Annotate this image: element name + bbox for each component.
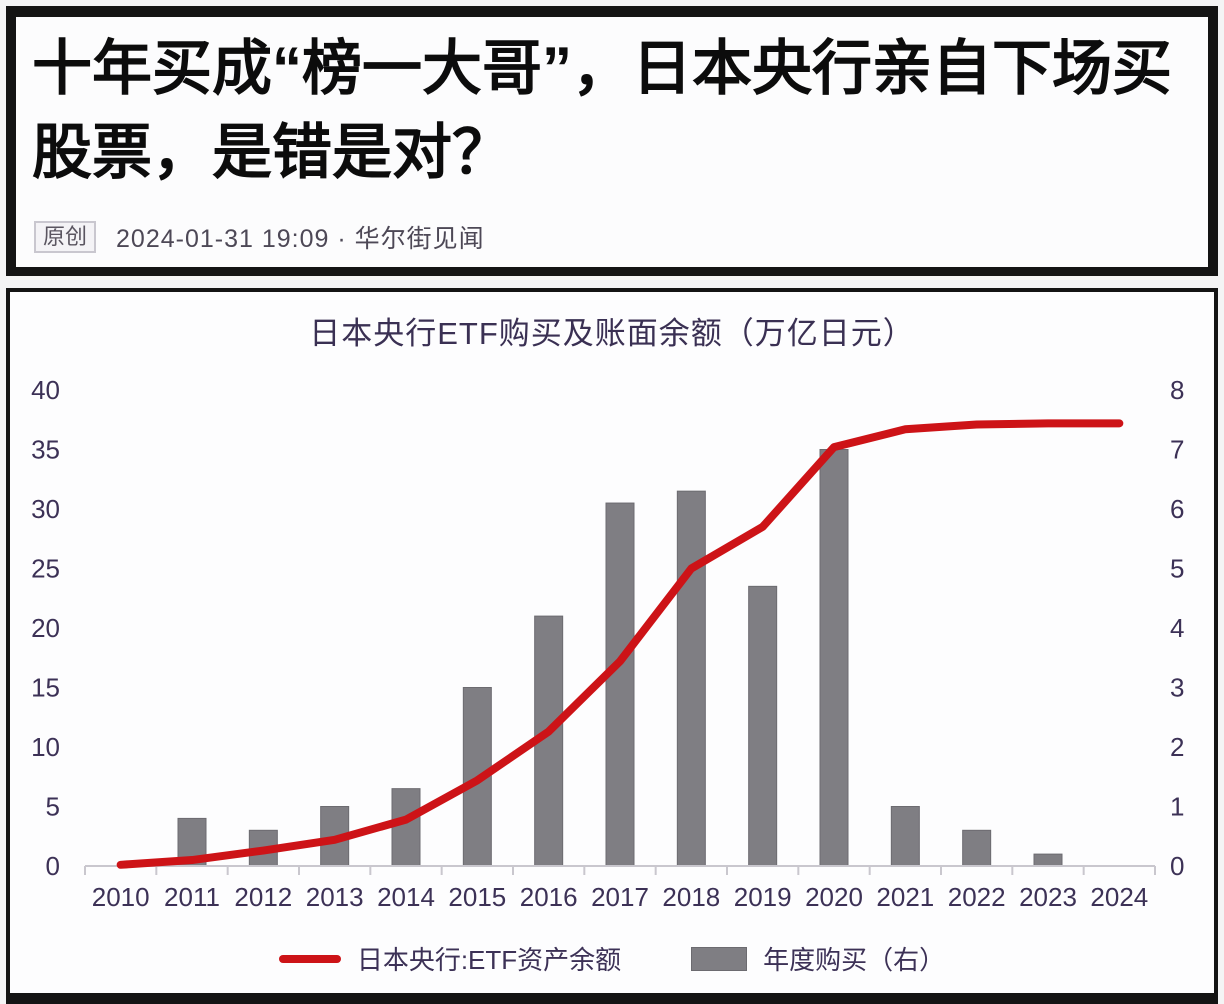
svg-text:2017: 2017 xyxy=(591,882,649,912)
svg-text:25: 25 xyxy=(31,554,60,584)
article-meta: 2024-01-31 19:09 · 华尔街见闻 xyxy=(116,225,485,253)
svg-text:2011: 2011 xyxy=(164,882,220,912)
svg-text:0: 0 xyxy=(1170,851,1184,881)
svg-text:2016: 2016 xyxy=(520,882,578,912)
svg-text:3: 3 xyxy=(1170,673,1184,703)
bar-2022 xyxy=(962,829,992,867)
svg-text:2022: 2022 xyxy=(948,882,1006,912)
svg-text:20: 20 xyxy=(31,613,60,643)
svg-text:2010: 2010 xyxy=(92,882,150,912)
svg-text:2015: 2015 xyxy=(448,882,506,912)
svg-text:4: 4 xyxy=(1170,613,1184,643)
svg-text:2012: 2012 xyxy=(234,882,292,912)
svg-text:6: 6 xyxy=(1170,494,1184,524)
svg-text:2013: 2013 xyxy=(306,882,364,912)
svg-text:0: 0 xyxy=(46,851,60,881)
bar-2023 xyxy=(1033,853,1063,867)
legend-label-purchase: 年度购买（右） xyxy=(763,945,946,975)
chart-title: 日本央行ETF购买及账面余额（万亿日元） xyxy=(309,316,915,351)
article-meta-row: 原创 2024-01-31 19:09 · 华尔街见闻 xyxy=(34,219,485,255)
x-axis-labels: 2010 2011 2012 2013 2014 2015 2016 2017 2018 2019… xyxy=(92,882,1149,912)
svg-text:8: 8 xyxy=(1170,375,1184,405)
right-axis-labels: 0 1 2 3 4 5 6 7 8 xyxy=(1170,375,1184,881)
legend-item-annual-purchase: 年度购买（右） xyxy=(691,940,945,977)
svg-text:5: 5 xyxy=(1170,554,1184,584)
svg-text:2018: 2018 xyxy=(662,882,720,912)
svg-text:2024: 2024 xyxy=(1090,882,1148,912)
bar-series-swatch xyxy=(691,946,748,971)
svg-text:7: 7 xyxy=(1170,435,1184,465)
balance-line xyxy=(116,419,1124,869)
svg-text:35: 35 xyxy=(31,435,60,465)
bar-2018 xyxy=(676,490,706,867)
bar-2021 xyxy=(890,806,920,867)
chart-panel: 日本央行ETF购买及账面余额（万亿日元） 0 5 10 15 20 25 30 35 40 0 1 2… xyxy=(6,288,1218,1004)
bar-2017 xyxy=(605,502,635,867)
svg-text:2014: 2014 xyxy=(377,882,435,912)
svg-text:2020: 2020 xyxy=(805,882,863,912)
svg-text:15: 15 xyxy=(31,673,60,703)
svg-text:30: 30 xyxy=(31,494,60,524)
bar-2019 xyxy=(748,585,778,867)
line-series-swatch xyxy=(278,954,341,963)
svg-text:10: 10 xyxy=(31,732,60,762)
origin-badge: 原创 xyxy=(34,221,97,253)
chart-legend: 日本央行:ETF资产余额 年度购买（右） xyxy=(10,940,1214,977)
legend-label-balance: 日本央行:ETF资产余额 xyxy=(356,945,622,975)
svg-text:5: 5 xyxy=(46,792,60,822)
bar-2020 xyxy=(819,449,849,867)
article-title: 十年买成“榜一大哥”，日本央行亲自下场买股票，是错是对？ xyxy=(32,35,1172,186)
svg-text:2: 2 xyxy=(1170,732,1184,762)
svg-text:2023: 2023 xyxy=(1019,882,1077,912)
svg-text:2019: 2019 xyxy=(734,882,792,912)
svg-text:1: 1 xyxy=(1170,792,1184,822)
left-axis-labels: 0 5 10 15 20 25 30 35 40 xyxy=(31,375,60,881)
legend-item-balance-line: 日本央行:ETF资产余额 xyxy=(278,940,622,977)
svg-text:2021: 2021 xyxy=(876,882,934,912)
x-axis xyxy=(84,865,1156,875)
article-header: 十年买成“榜一大哥”，日本央行亲自下场买股票，是错是对？ 原创 2024-01-… xyxy=(6,6,1218,276)
bar-2014 xyxy=(391,788,421,867)
svg-text:40: 40 xyxy=(31,375,60,405)
